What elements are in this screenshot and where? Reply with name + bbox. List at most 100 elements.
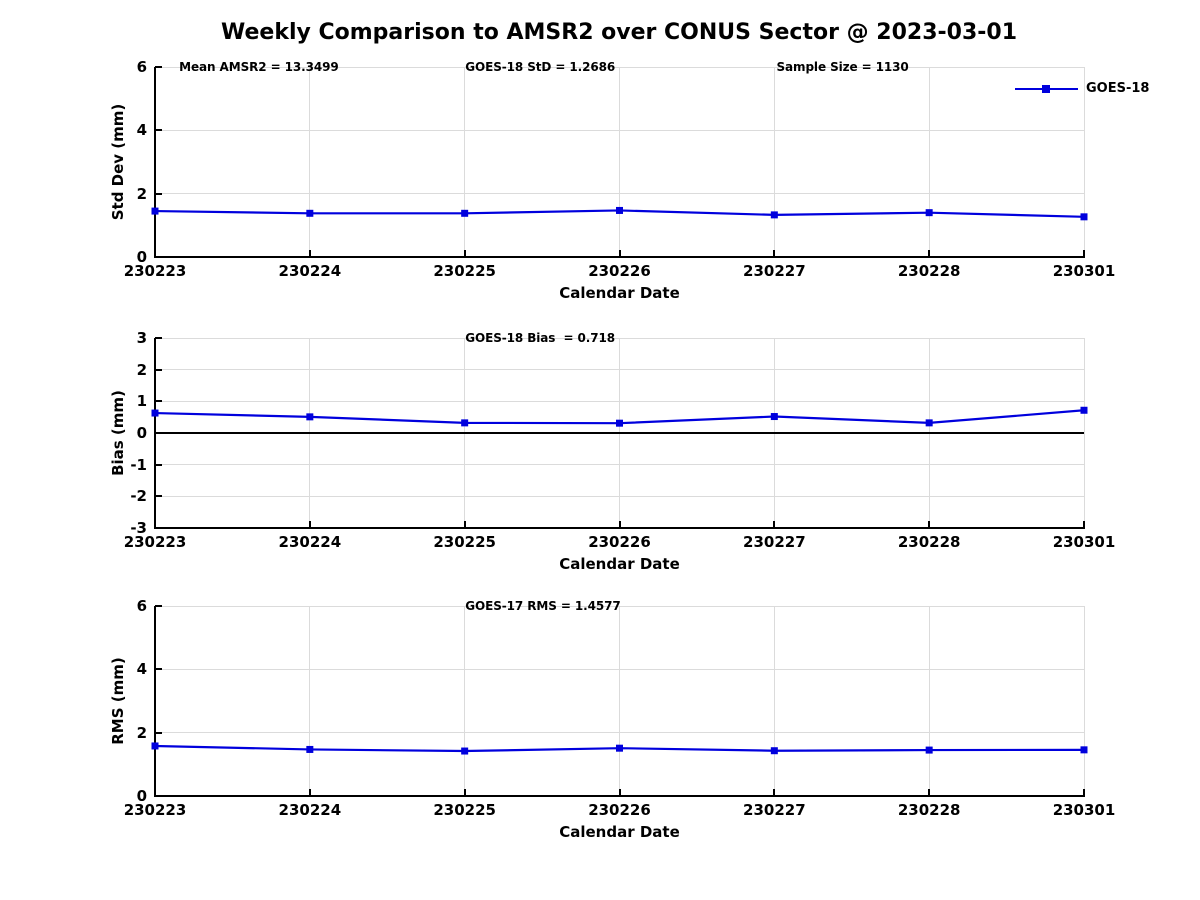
gridline — [928, 606, 930, 796]
x-axis — [154, 256, 1085, 258]
x-tick-label: 230223 — [123, 262, 187, 280]
x-tick-label: 230226 — [588, 262, 651, 280]
x-tick-label: 230224 — [278, 533, 342, 551]
y-tick-label: -2 — [130, 487, 147, 506]
data-point-marker — [770, 211, 778, 219]
annotation-text: GOES-17 RMS = 1.4577 — [465, 599, 621, 613]
y-tick-label: 4 — [136, 660, 147, 679]
data-point-marker — [925, 419, 933, 427]
data-point-marker — [1080, 406, 1088, 414]
y-tick-label: 0 — [136, 248, 147, 266]
x-tick-mark — [1083, 521, 1085, 528]
legend-series-label: GOES-18 — [1086, 81, 1150, 96]
x-tick-label: 230226 — [588, 801, 651, 819]
x-tick-mark — [463, 250, 466, 257]
data-point-marker — [770, 747, 778, 755]
y-tick-mark — [155, 129, 162, 132]
gridline — [773, 606, 775, 796]
data-point-marker — [306, 413, 314, 421]
data-line-series — [151, 206, 1088, 221]
data-point-marker — [151, 409, 159, 417]
y-tick-mark — [155, 337, 162, 339]
gridline — [309, 67, 311, 257]
y-tick-label: 2 — [136, 184, 147, 203]
zero-reference-line — [155, 432, 1084, 434]
x-tick-mark — [773, 521, 776, 528]
data-point-marker — [306, 209, 314, 217]
x-tick-mark — [154, 789, 156, 796]
x-axis-title: Calendar Date — [559, 823, 680, 841]
y-tick-label: 4 — [136, 121, 147, 140]
data-point-marker — [770, 413, 778, 421]
x-tick-mark — [928, 521, 931, 528]
y-tick-label: 6 — [136, 58, 147, 76]
x-tick-mark — [463, 521, 466, 528]
y-tick-label: 1 — [136, 392, 147, 411]
x-tick-label: 230223 — [123, 533, 187, 551]
data-point-marker — [925, 209, 933, 217]
x-tick-mark — [308, 250, 311, 257]
x-axis — [154, 795, 1085, 797]
y-axis-title: RMS (mm) — [109, 657, 127, 745]
y-tick-label: 2 — [136, 723, 147, 742]
data-line-series — [151, 742, 1088, 755]
x-tick-label: 230223 — [123, 801, 187, 819]
data-point-marker — [461, 747, 469, 755]
y-tick-mark — [155, 731, 162, 734]
x-tick-label: 230227 — [743, 533, 806, 551]
annotation-text: Mean AMSR2 = 13.3499 — [179, 60, 339, 74]
x-tick-label: 230227 — [743, 801, 806, 819]
x-tick-label: 230224 — [278, 262, 342, 280]
x-tick-mark — [1083, 789, 1085, 796]
y-tick-mark — [155, 605, 162, 607]
x-axis — [154, 527, 1085, 529]
x-tick-mark — [618, 789, 621, 796]
x-tick-label: 230225 — [433, 262, 496, 280]
y-tick-label: 0 — [136, 424, 147, 442]
x-tick-mark — [618, 250, 621, 257]
chart-title: Weekly Comparison to AMSR2 over CONUS Se… — [221, 20, 1017, 45]
x-tick-mark — [773, 250, 776, 257]
data-point-marker — [1080, 213, 1088, 221]
y-tick-label: 6 — [136, 597, 147, 615]
y-axis — [154, 606, 156, 797]
y-tick-label: 2 — [136, 360, 147, 379]
y-tick-mark — [155, 527, 162, 529]
x-tick-label: 230226 — [588, 533, 651, 551]
y-tick-mark — [155, 668, 162, 671]
data-point-marker — [461, 209, 469, 217]
x-tick-mark — [773, 789, 776, 796]
gridline — [619, 606, 620, 796]
data-point-marker — [616, 206, 623, 214]
y-tick-mark — [155, 256, 162, 258]
y-tick-mark — [155, 432, 162, 434]
gridline — [773, 67, 775, 257]
x-tick-mark — [618, 521, 621, 528]
x-tick-label: 230301 — [1052, 801, 1116, 819]
y-tick-mark — [155, 795, 162, 797]
x-tick-label: 230227 — [743, 262, 806, 280]
gridline — [1083, 338, 1085, 528]
gridline — [464, 67, 466, 257]
y-tick-mark — [155, 66, 162, 68]
gridline — [928, 67, 930, 257]
gridline — [619, 67, 620, 257]
y-tick-mark — [155, 192, 162, 195]
gridline — [464, 606, 466, 796]
gridline — [309, 606, 311, 796]
data-point-marker — [616, 744, 623, 752]
y-tick-mark — [155, 400, 162, 403]
legend-marker-icon — [1042, 85, 1050, 93]
x-tick-mark — [463, 789, 466, 796]
data-point-marker — [151, 742, 159, 750]
y-tick-label: 3 — [136, 329, 147, 347]
annotation-text: GOES-18 Bias = 0.718 — [465, 331, 615, 345]
x-tick-label: 230228 — [897, 801, 961, 819]
x-tick-label: 230224 — [278, 801, 342, 819]
x-tick-mark — [928, 250, 931, 257]
gridline — [1083, 606, 1085, 796]
